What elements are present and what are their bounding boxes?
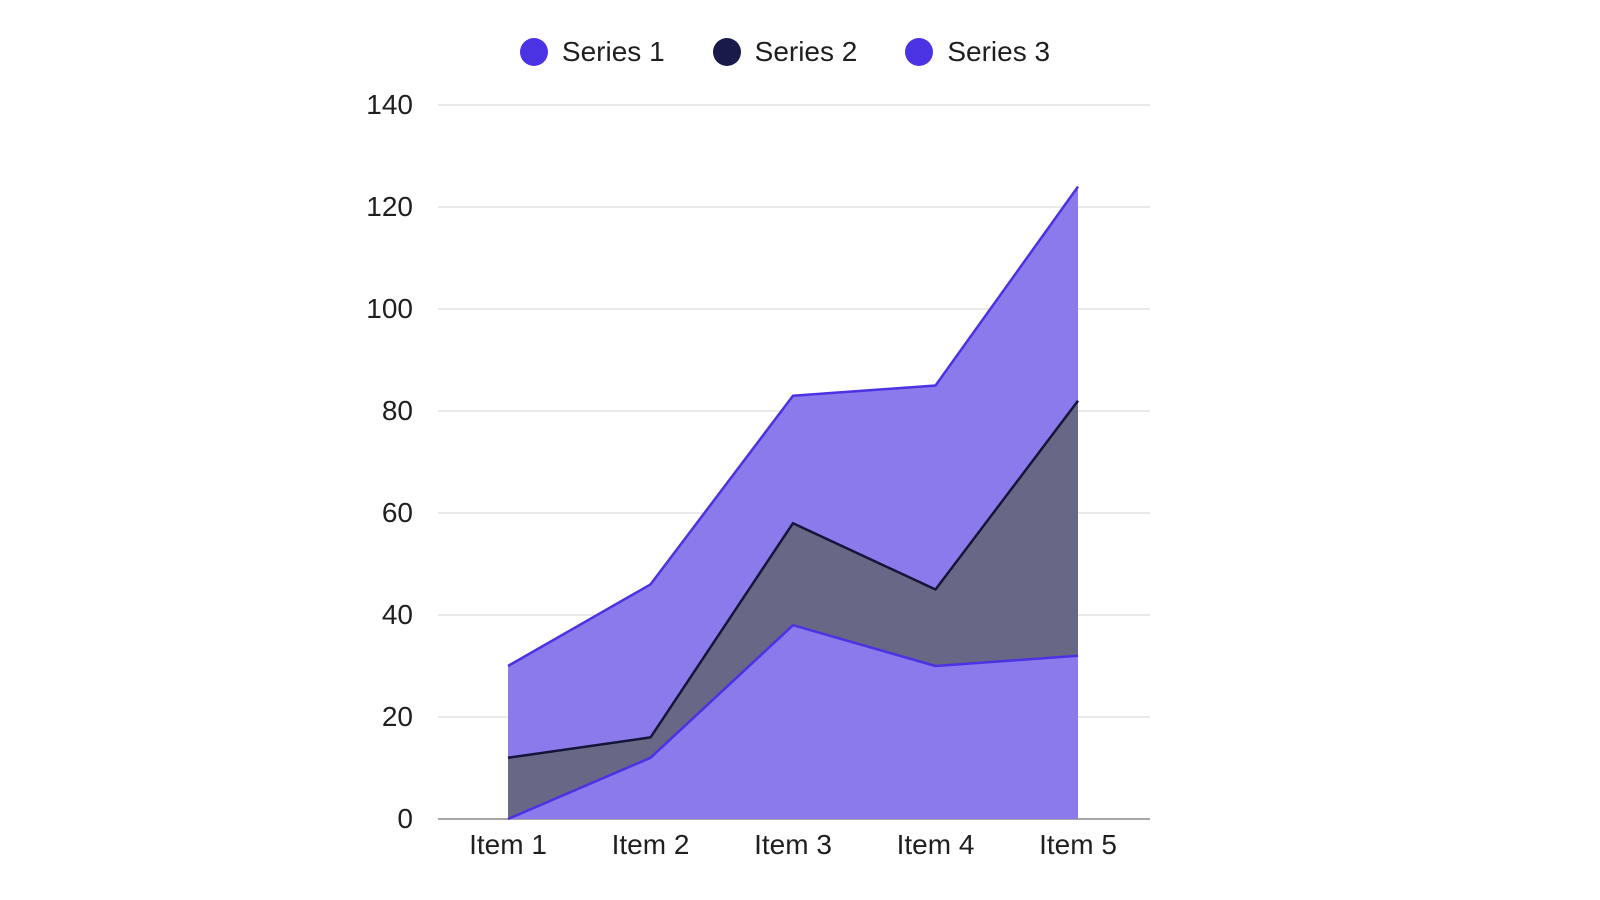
chart-legend: Series 1 Series 2 Series 3 [0,36,1570,68]
y-tick-label-60: 60 [382,497,413,528]
y-tick-label-100: 100 [366,293,413,324]
legend-swatch-series-2 [712,38,741,66]
x-tick-label-3: Item 3 [754,829,832,860]
legend-item-series-1[interactable]: Series 1 [519,36,665,68]
x-tick-label-5: Item 5 [1039,829,1117,860]
area-series-2 [508,400,1078,819]
y-tick-label-120: 120 [366,191,413,222]
legend-label-series-1: Series 1 [561,36,665,67]
x-tick-label-2: Item 2 [612,829,690,860]
legend-swatch-series-3 [905,38,934,66]
y-tick-label-140: 140 [366,89,413,120]
series-line-layer [507,185,1080,821]
legend-item-series-2[interactable]: Series 2 [712,36,858,68]
y-tick-label-40: 40 [382,599,413,630]
x-tick-label-4: Item 4 [897,829,975,860]
area-series-layer [508,186,1078,819]
x-tick-label-1: Item 1 [469,829,547,860]
area-series-1 [508,625,1078,819]
area-series-3 [508,186,1078,758]
y-tick-label-0: 0 [397,803,413,834]
legend-item-series-3[interactable]: Series 3 [905,36,1050,68]
legend-label-series-3: Series 3 [947,36,1051,67]
axes: 0 20 40 60 80 100 120 140 Item 1 Item 2 Item 3 Item… [366,89,1117,860]
legend-swatch-series-1 [519,38,548,66]
y-tick-label-80: 80 [382,395,413,426]
y-tick-label-20: 20 [382,701,413,732]
legend-label-series-2: Series 2 [754,36,858,67]
